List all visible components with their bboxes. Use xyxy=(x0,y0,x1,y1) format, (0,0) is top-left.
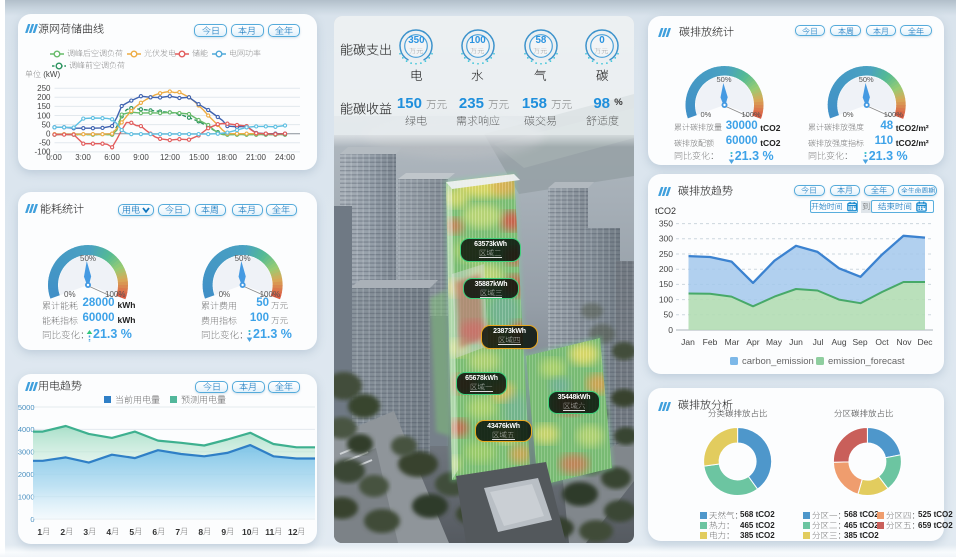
svg-text:100%: 100% xyxy=(260,290,280,299)
svg-text:250: 250 xyxy=(37,84,51,93)
svg-text:50%: 50% xyxy=(859,75,874,84)
svg-text:tCO2: tCO2 xyxy=(655,206,676,216)
svg-text:50%: 50% xyxy=(80,254,96,263)
svg-text:9:00: 9:00 xyxy=(133,153,149,162)
svg-text:Mar: Mar xyxy=(725,337,740,347)
svg-text:Aug: Aug xyxy=(831,337,846,347)
svg-text:18:00: 18:00 xyxy=(217,153,238,162)
svg-text:0%: 0% xyxy=(64,290,76,299)
svg-text:15:00: 15:00 xyxy=(189,153,210,162)
svg-text:300: 300 xyxy=(659,234,673,244)
svg-text:0: 0 xyxy=(668,325,673,335)
svg-text:emission_forecast: emission_forecast xyxy=(828,356,905,367)
svg-text:Apr: Apr xyxy=(746,337,759,347)
svg-text:4000: 4000 xyxy=(18,425,35,434)
svg-text:Jan: Jan xyxy=(681,337,695,347)
svg-text:2000: 2000 xyxy=(18,470,35,479)
svg-text:0%: 0% xyxy=(843,110,854,119)
svg-text:0:00: 0:00 xyxy=(46,153,62,162)
svg-text:200: 200 xyxy=(37,93,51,102)
svg-text:Feb: Feb xyxy=(703,337,718,347)
svg-text:50: 50 xyxy=(664,310,674,320)
svg-text:6:00: 6:00 xyxy=(104,153,120,162)
svg-text:May: May xyxy=(766,337,783,347)
svg-text:0: 0 xyxy=(30,515,34,524)
svg-text:100: 100 xyxy=(659,294,673,304)
svg-text:Oct: Oct xyxy=(875,337,889,347)
svg-text:12:00: 12:00 xyxy=(160,153,181,162)
svg-text:0%: 0% xyxy=(701,110,712,119)
svg-text:5000: 5000 xyxy=(18,403,35,412)
svg-text:Jun: Jun xyxy=(789,337,803,347)
svg-text:250: 250 xyxy=(659,249,673,259)
svg-text:50%: 50% xyxy=(717,75,732,84)
svg-text:50: 50 xyxy=(42,120,51,129)
svg-text:100%: 100% xyxy=(105,290,125,299)
svg-text:150: 150 xyxy=(659,279,673,289)
svg-text:100%: 100% xyxy=(884,110,904,119)
svg-text:0: 0 xyxy=(46,130,51,139)
svg-text:3:00: 3:00 xyxy=(75,153,91,162)
svg-text:100: 100 xyxy=(37,111,51,120)
svg-text:-100: -100 xyxy=(34,148,51,157)
svg-text:0%: 0% xyxy=(219,290,231,299)
svg-text:150: 150 xyxy=(37,102,51,111)
svg-text:50%: 50% xyxy=(235,254,251,263)
svg-text:carbon_emission: carbon_emission xyxy=(742,356,814,367)
svg-text:Jul: Jul xyxy=(813,337,824,347)
svg-text:1000: 1000 xyxy=(18,492,35,501)
svg-text:Dec: Dec xyxy=(917,337,933,347)
svg-text:200: 200 xyxy=(659,264,673,274)
svg-text:24:00: 24:00 xyxy=(275,153,296,162)
svg-text:350: 350 xyxy=(659,218,673,228)
svg-text:100%: 100% xyxy=(742,110,762,119)
svg-text:21:00: 21:00 xyxy=(246,153,267,162)
svg-text:3000: 3000 xyxy=(18,448,35,457)
svg-text:Sep: Sep xyxy=(852,337,867,347)
svg-text:-50: -50 xyxy=(39,139,51,148)
svg-text:Nov: Nov xyxy=(896,337,912,347)
